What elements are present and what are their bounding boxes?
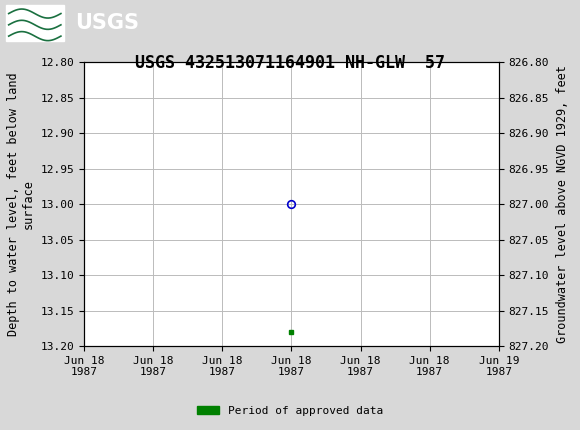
Text: USGS 432513071164901 NH-GLW  57: USGS 432513071164901 NH-GLW 57 xyxy=(135,54,445,72)
Legend: Period of approved data: Period of approved data xyxy=(193,401,387,420)
Y-axis label: Groundwater level above NGVD 1929, feet: Groundwater level above NGVD 1929, feet xyxy=(556,65,569,343)
Y-axis label: Depth to water level, feet below land
surface: Depth to water level, feet below land su… xyxy=(7,72,35,336)
Text: USGS: USGS xyxy=(75,12,139,33)
FancyBboxPatch shape xyxy=(6,4,64,41)
